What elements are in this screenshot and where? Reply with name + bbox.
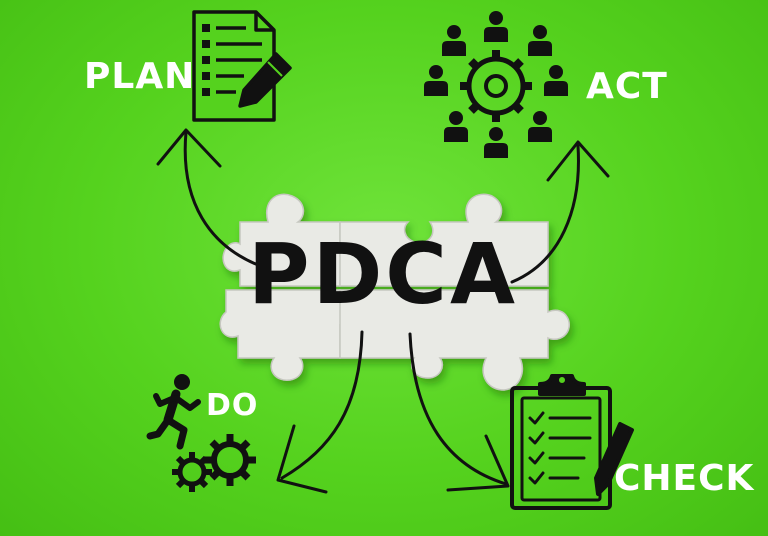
puzzle-piece-top-right [339,193,549,287]
arrow-to-act-head [546,140,610,182]
arrow-to-do-head [276,424,328,494]
arrow-to-check-head [446,434,510,492]
arrow-to-check [408,332,508,486]
arrow-to-do [280,330,364,480]
label-do: DO [206,388,259,423]
puzzle-piece-bottom-right [339,289,570,391]
person-icon-top [484,11,508,42]
label-plan: PLAN [84,56,196,97]
arrow-to-act [510,144,580,284]
person-icon-top-right [528,25,552,56]
pdca-title: PDCA [248,225,518,323]
label-act: ACT [586,66,668,107]
gears-icon [172,434,256,492]
people-around-gear-icon [424,11,568,158]
arrows [156,128,610,494]
puzzle-pieces [219,193,570,391]
person-icon-bottom-left [444,111,468,142]
person-icon-right [544,65,568,96]
label-check: CHECK [614,458,755,499]
person-icon-top-left [442,25,466,56]
arrow-to-plan-head [156,128,222,168]
gear-icon [460,50,532,122]
person-icon-bottom [484,127,508,158]
person-icon-bottom-right [528,111,552,142]
running-person-icon [146,374,201,450]
clipboard-checklist-with-pencil-icon [510,374,634,510]
document-with-pencil-icon [192,10,292,122]
person-icon-left [424,65,448,96]
arrow-to-plan [183,130,268,270]
